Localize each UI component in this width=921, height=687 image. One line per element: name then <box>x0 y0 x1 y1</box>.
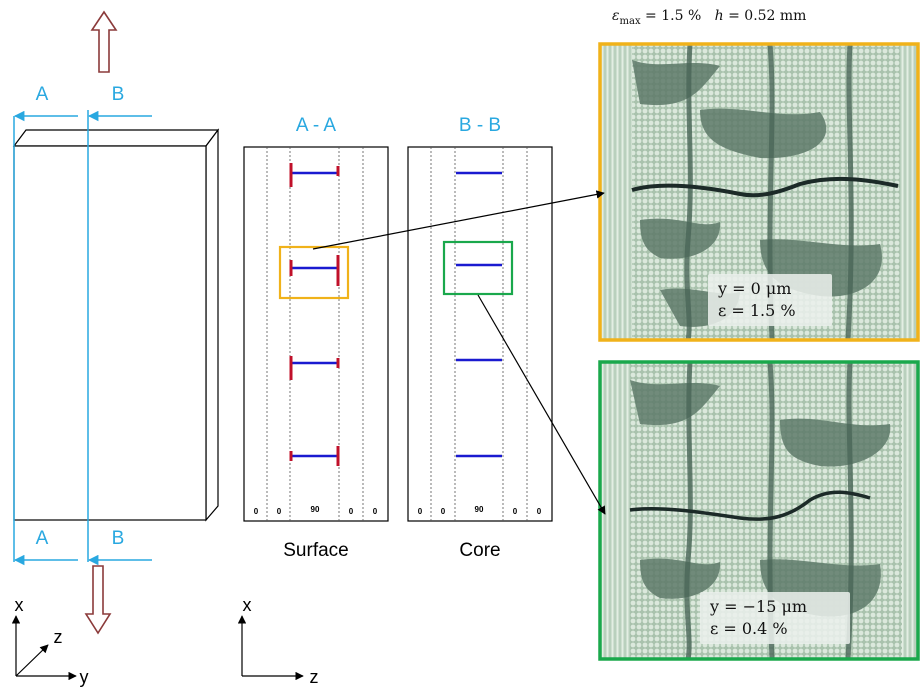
axes-middle <box>242 616 303 676</box>
micrograph-top-y: y = 0 μm <box>718 278 822 300</box>
core-panel-caption: Core <box>459 540 500 561</box>
axis-label-z-left: z <box>54 627 63 647</box>
core-ply-label-4: 0 <box>513 507 518 516</box>
surface-ply-label-5: 0 <box>373 507 378 516</box>
surface-ply-label-1: 0 <box>254 507 259 516</box>
axis-label-x-left: x <box>15 595 24 615</box>
surface-panel-caption: Surface <box>283 540 348 561</box>
axis-label-y-left: y <box>80 667 89 687</box>
section-label-a-bottom: A <box>36 528 49 549</box>
core-ply-label-3: 90 <box>475 505 484 514</box>
specimen-block <box>14 130 218 520</box>
surface-ply-label-3: 90 <box>311 505 320 514</box>
axis-label-x-middle: x <box>243 595 252 615</box>
section-label-b-top: B <box>112 84 125 105</box>
surface-panel-title: A - A <box>296 115 336 136</box>
core-ply-label-1: 0 <box>418 507 423 516</box>
micrograph-top-strain: ε = 1.5 % <box>718 300 822 322</box>
h-symbol: h <box>715 8 724 24</box>
eps-max-value: = 1.5 % <box>641 8 702 24</box>
h-value: = 0.52 mm <box>724 8 807 24</box>
load-arrow-top <box>92 12 116 72</box>
core-ply-label-2: 0 <box>441 507 446 516</box>
core-panel-title: B - B <box>459 115 501 136</box>
section-label-b-bottom: B <box>112 528 125 549</box>
axis-label-z-middle: z <box>310 667 319 687</box>
micrograph-bottom-y: y = −15 μm <box>710 596 840 618</box>
eps-max-subscript: max <box>620 16 641 27</box>
strain-thickness-header: εmax = 1.5 % h = 0.52 mm <box>612 8 806 27</box>
surface-ply-label-4: 0 <box>349 507 354 516</box>
eps-max-symbol: ε <box>612 8 620 24</box>
core-panel <box>408 147 552 521</box>
surface-panel <box>244 147 388 521</box>
load-arrow-bottom <box>86 566 110 633</box>
micrograph-bottom-strain: ε = 0.4 % <box>710 618 840 640</box>
core-ply-label-5: 0 <box>537 507 542 516</box>
section-label-a-top: A <box>36 84 49 105</box>
axes-left <box>16 616 76 676</box>
micrograph-bottom-info: y = −15 μm ε = 0.4 % <box>700 592 850 644</box>
micrograph-top-info: y = 0 μm ε = 1.5 % <box>708 274 832 326</box>
surface-ply-label-2: 0 <box>277 507 282 516</box>
